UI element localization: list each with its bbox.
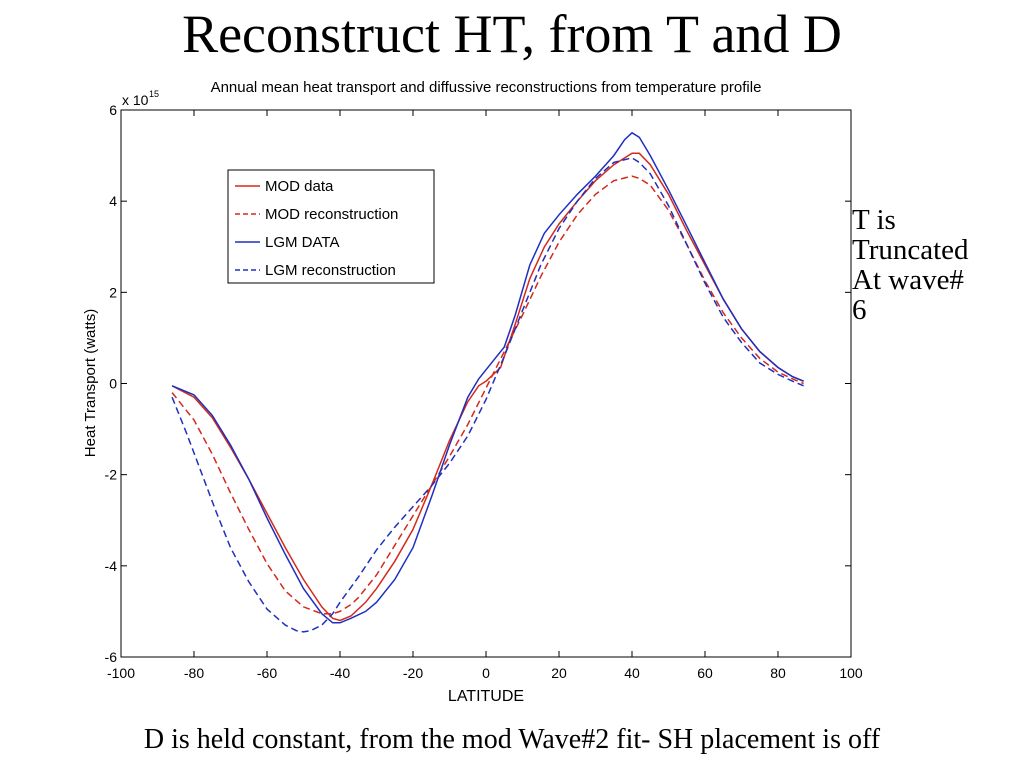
side-note: T is Truncated At wave# 6 [852,205,1022,325]
y-tick-label: -4 [105,558,118,574]
x-tick-label: -80 [184,665,204,681]
legend-label: LGM reconstruction [265,262,396,279]
series-line-mod-reconstruction [171,175,804,615]
y-tick-label: 2 [109,284,117,300]
y-scale-exponent: 15 [149,89,159,99]
side-note-line: Truncated [852,234,969,266]
legend-label: LGM DATA [265,234,339,251]
y-scale-label: x 10 [122,92,149,108]
x-tick-label: 100 [839,665,863,681]
y-tick-label: -6 [105,649,118,665]
x-tick-label: -40 [330,665,350,681]
x-tick-label: -20 [403,665,423,681]
y-axis-label: Heat Transport (watts) [82,309,99,457]
x-tick-label: 60 [697,665,713,681]
x-tick-label: 0 [482,665,490,681]
legend-label: MOD reconstruction [265,206,398,223]
series-layer [171,131,804,633]
x-tick-label: 20 [551,665,567,681]
x-tick-label: -100 [107,665,135,681]
legend: MOD data MOD reconstruction LGM DATA LGM re… [227,169,435,284]
series-line-lgm-data [171,131,804,624]
legend-box [227,169,435,284]
y-tick-label: 0 [109,376,117,392]
x-tick-label: -60 [257,665,277,681]
x-tick-label: 40 [624,665,640,681]
slide-title: Reconstruct HT, from T and D [182,4,842,64]
y-tick-label: 4 [109,193,117,209]
side-note-line: T is [852,204,896,236]
y-tick-label: -2 [105,467,118,483]
x-tick-label: 80 [770,665,786,681]
side-note-line: 6 [852,294,867,326]
chart-title: Annual mean heat transport and diffussiv… [211,79,762,96]
side-note-line: At wave# [852,264,964,296]
x-axis-label: LATITUDE [448,688,524,705]
legend-label: MOD data [265,178,334,195]
footer-caption: D is held constant, from the mod Wave#2 … [143,724,881,755]
y-tick-label: 6 [109,102,117,118]
